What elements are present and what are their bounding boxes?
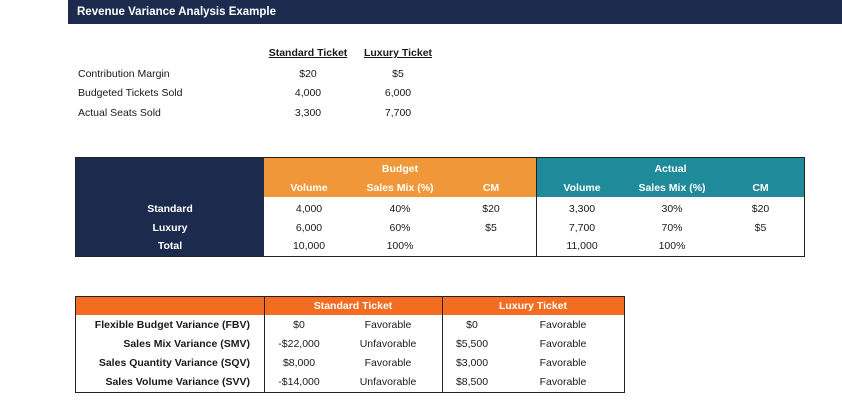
inputs-row-label: Budgeted Tickets Sold: [78, 87, 183, 99]
budget-col-volume: Volume: [290, 182, 328, 194]
actual-col-cm: CM: [752, 182, 769, 194]
actual-col-volume: Volume: [563, 182, 601, 194]
actual-title: Actual: [654, 163, 687, 175]
inputs-row: Contribution Margin $20 $5: [78, 65, 458, 85]
inputs-cell: $5: [392, 67, 404, 80]
variance-status-cell: Unfavorable: [359, 338, 417, 350]
actual-cm-cell: $5: [754, 222, 767, 234]
inputs-cell: $20: [299, 67, 317, 80]
variance-status-cell: Favorable: [539, 319, 587, 331]
budget-volume-cell: 4,000: [295, 203, 323, 215]
variance-amount-cell: $5,500: [455, 338, 489, 350]
variance-row-label: Sales Volume Variance (SVV): [105, 376, 250, 388]
variance-amount-cell: $8,500: [455, 376, 489, 388]
actual-cm-cell: $20: [751, 203, 770, 215]
budget-header: Budget Volume Sales Mix (%) CM: [264, 158, 537, 197]
inputs-cell: 6,000: [384, 87, 412, 99]
budget-col-cm: CM: [482, 182, 500, 194]
inputs-table: Standard Ticket Luxury Ticket Contributi…: [78, 45, 458, 123]
inputs-cell: 4,000: [294, 87, 322, 99]
inputs-row-label: Contribution Margin: [78, 67, 170, 80]
page-title: Revenue Variance Analysis Example: [68, 0, 842, 24]
row-label-column: Standard Luxury Total: [76, 158, 264, 256]
inputs-header-luxury: Luxury Ticket: [363, 47, 433, 59]
actual-mix-cell: 70%: [661, 222, 683, 234]
actual-volume-cell: 11,000: [566, 240, 598, 252]
variance-status-cell: Favorable: [539, 376, 587, 388]
inputs-cell: 7,700: [384, 106, 412, 119]
variance-amount-cell: $3,000: [455, 357, 489, 369]
budget-mix-cell: 60%: [389, 222, 411, 234]
budget-volume-cell: 6,000: [295, 222, 323, 234]
actual-body: 3,300 30% $20 7,700 70% $5 11,000 100%: [537, 197, 804, 256]
variance-status-cell: Favorable: [539, 338, 587, 350]
variance-table: Standard Ticket Luxury Ticket Flexible B…: [75, 296, 625, 393]
inputs-header-row: Standard Ticket Luxury Ticket: [78, 45, 458, 65]
budget-mix-cell: 40%: [389, 203, 411, 215]
variance-amount-cell: $0: [466, 319, 478, 331]
variance-amount-cell: -$14,000: [278, 376, 320, 388]
variance-group-luxury: Luxury Ticket: [498, 300, 568, 312]
variance-status-cell: Unfavorable: [359, 376, 417, 388]
column-divider: [442, 297, 443, 392]
inputs-row: Budgeted Tickets Sold 4,000 6,000: [78, 84, 458, 104]
inputs-header-standard: Standard Ticket: [268, 47, 348, 59]
inputs-row: Actual Seats Sold 3,300 7,700: [78, 104, 458, 124]
actual-header: Actual Volume Sales Mix (%) CM: [537, 158, 804, 197]
budget-volume-cell: 10,000: [292, 240, 326, 252]
variance-header: [76, 297, 624, 315]
budget-body: 4,000 40% $20 6,000 60% $5 10,000 100%: [264, 197, 537, 256]
variance-amount-cell: -$22,000: [278, 338, 320, 350]
variance-status-cell: Favorable: [364, 357, 412, 369]
budget-actual-table: Standard Luxury Total Budget Volume Sale…: [75, 157, 805, 257]
budget-cm-cell: $5: [485, 222, 497, 234]
actual-mix-cell: 100%: [658, 240, 686, 252]
variance-amount-cell: $0: [293, 319, 305, 331]
variance-status-cell: Favorable: [364, 319, 412, 331]
actual-volume-cell: 3,300: [568, 203, 596, 215]
budget-title: Budget: [381, 163, 419, 175]
budget-cm-cell: $20: [482, 203, 500, 215]
variance-amount-cell: $8,000: [282, 357, 316, 369]
column-divider: [264, 297, 265, 392]
row-label-total: Total: [157, 240, 183, 252]
variance-row-label: Sales Mix Variance (SMV): [123, 338, 250, 350]
actual-col-mix: Sales Mix (%): [638, 182, 706, 194]
budget-mix-cell: 100%: [386, 240, 414, 252]
actual-volume-cell: 7,700: [568, 222, 596, 234]
variance-status-cell: Favorable: [539, 357, 587, 369]
variance-group-standard: Standard Ticket: [313, 300, 393, 312]
variance-row-label: Sales Quantity Variance (SQV): [98, 357, 250, 369]
row-label-standard: Standard: [147, 203, 193, 215]
inputs-row-label: Actual Seats Sold: [78, 106, 161, 119]
budget-col-mix: Sales Mix (%): [366, 182, 434, 194]
variance-row-label: Flexible Budget Variance (FBV): [94, 319, 250, 331]
actual-mix-cell: 30%: [661, 203, 683, 215]
inputs-cell: 3,300: [294, 106, 322, 119]
row-label-luxury: Luxury: [152, 222, 188, 234]
